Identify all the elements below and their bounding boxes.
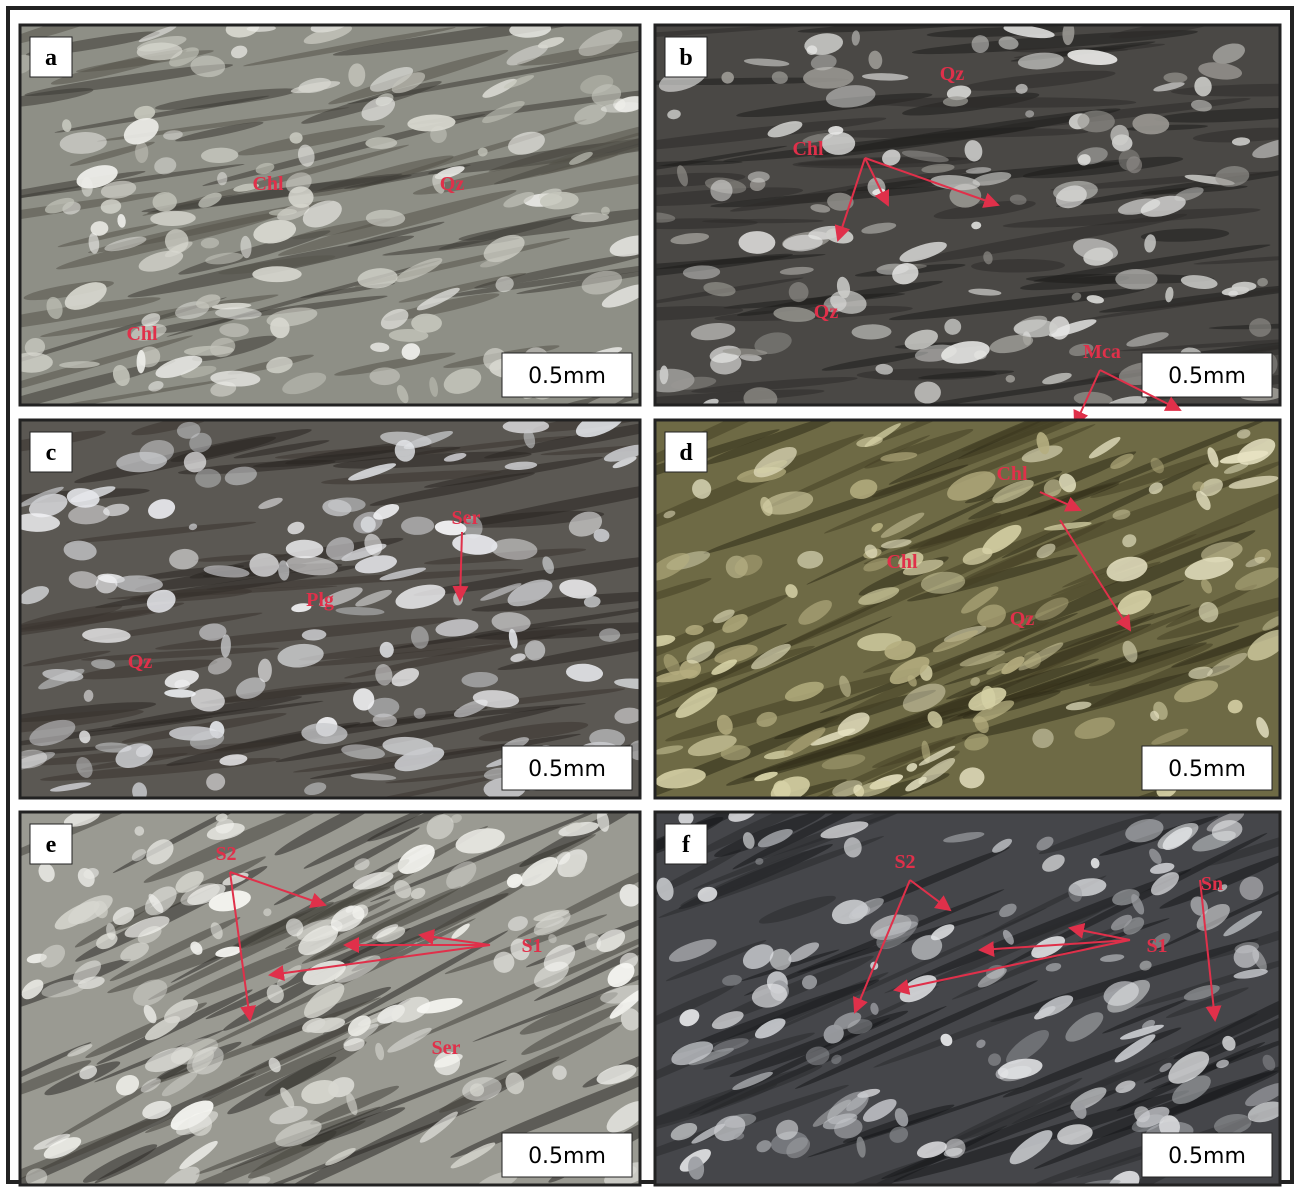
mineral-annotation: S1 xyxy=(1146,935,1167,957)
mineral-annotation: S2 xyxy=(894,851,915,873)
mineral-annotation: Mca xyxy=(1083,341,1121,363)
mineral-annotation: Qz xyxy=(1010,608,1035,630)
micrograph-panel: e 0.5mm S2 S1 Ser xyxy=(0,770,750,1188)
figure: a 0.5mm Chl Qz Chl b 0.5mm Qz Chl Qz Mca c 0.5mm Ser P… xyxy=(0,0,1300,1188)
mineral-annotation: Chl xyxy=(252,173,284,195)
panel-label: f xyxy=(682,832,691,858)
mineral-annotation: S2 xyxy=(215,843,236,865)
mineral-annotation: Qz xyxy=(814,301,839,323)
scale-bar-label: 0.5mm xyxy=(1168,1144,1246,1169)
mineral-annotation: Chl xyxy=(886,551,918,573)
mineral-annotation: S1 xyxy=(521,935,542,957)
panel-label: a xyxy=(45,45,57,71)
mineral-annotation: Ser xyxy=(432,1037,461,1059)
foliation-streak xyxy=(866,97,1137,108)
mineral-grain xyxy=(453,592,463,605)
scale-bar-label: 0.5mm xyxy=(528,757,606,782)
mineral-annotation: Ser xyxy=(452,507,481,529)
panel-label: e xyxy=(46,832,57,858)
panel-label: c xyxy=(46,440,57,466)
mineral-grain xyxy=(1077,110,1115,132)
scale-bar-label: 0.5mm xyxy=(528,364,606,389)
mineral-annotation: Qz xyxy=(440,173,465,195)
mineral-grain xyxy=(217,172,227,185)
scale-bar-label: 0.5mm xyxy=(528,1144,606,1169)
micrograph-image xyxy=(0,770,750,1188)
mineral-annotation: Qz xyxy=(940,63,965,85)
panel-label: d xyxy=(679,440,693,466)
micrograph-panel: a 0.5mm Chl Qz Chl xyxy=(0,2,742,432)
mineral-annotation: Sn xyxy=(1201,873,1223,895)
mineral-annotation: Qz xyxy=(128,651,153,673)
scale-bar-label: 0.5mm xyxy=(1168,364,1246,389)
micrograph-panel: f 0.5mm S2 Sn S1 xyxy=(541,753,1300,1188)
mineral-annotation: Chl xyxy=(792,138,824,160)
scale-bar-label: 0.5mm xyxy=(1168,757,1246,782)
mineral-annotation: Chl xyxy=(996,463,1028,485)
panel-label: b xyxy=(679,45,692,71)
mineral-annotation: Plg xyxy=(306,589,334,611)
mineral-annotation: Chl xyxy=(126,323,158,345)
